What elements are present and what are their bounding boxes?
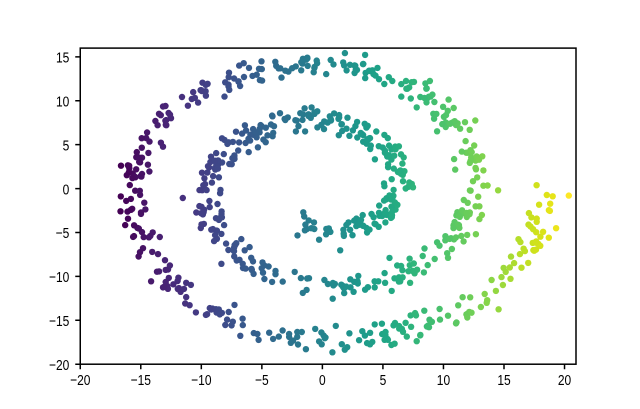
svg-text:15: 15 (497, 372, 510, 389)
svg-text:−10: −10 (49, 269, 70, 286)
svg-text:−10: −10 (191, 372, 212, 389)
svg-text:5: 5 (63, 137, 70, 154)
svg-text:−15: −15 (49, 313, 69, 330)
svg-text:10: 10 (56, 93, 70, 110)
svg-text:−5: −5 (56, 225, 70, 242)
svg-text:−5: −5 (255, 372, 269, 389)
svg-text:5: 5 (380, 372, 387, 389)
svg-text:15: 15 (56, 49, 69, 66)
svg-text:−20: −20 (49, 357, 70, 374)
svg-text:0: 0 (63, 181, 70, 198)
svg-text:0: 0 (319, 372, 326, 389)
svg-text:20: 20 (558, 372, 572, 389)
svg-text:10: 10 (437, 372, 451, 389)
svg-text:−15: −15 (131, 372, 151, 389)
svg-text:−20: −20 (70, 372, 91, 389)
